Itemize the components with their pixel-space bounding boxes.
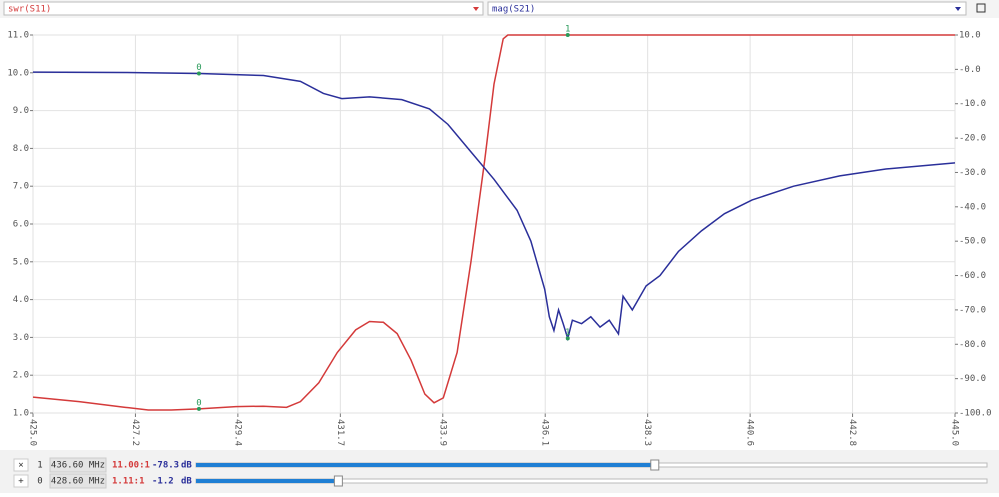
x-tick-label: 440.6 — [745, 419, 755, 446]
y2-tick-label: -20.0 — [959, 134, 986, 144]
trace-select[interactable] — [487, 1, 967, 16]
x-tick-label: 427.2 — [130, 419, 140, 446]
slider-fill — [196, 479, 339, 483]
marker-label: 1 — [565, 25, 570, 35]
marker-dot — [565, 336, 570, 341]
trace-select-label: swr(S11) — [8, 5, 51, 15]
marker-freq: 436.60 MHz — [51, 461, 105, 471]
marker-swr: 11.00:1 — [112, 461, 150, 471]
slider-handle[interactable] — [650, 459, 660, 471]
marker-unit: dB — [181, 461, 192, 471]
marker-freq-box[interactable] — [49, 473, 107, 489]
marker-mag: -78.3 — [152, 461, 179, 471]
x-tick-label: 431.7 — [335, 419, 345, 446]
y-tick-label: 3.0 — [13, 333, 29, 343]
x-tick-label: 445.0 — [950, 419, 960, 446]
dropdown-arrow — [955, 7, 961, 11]
marker-freq-box[interactable] — [49, 457, 107, 473]
marker-swr: 1.11:1 — [112, 477, 145, 487]
marker-label: 0 — [196, 398, 201, 408]
marker-label: 1 — [565, 328, 570, 338]
marker-unit: dB — [181, 477, 192, 487]
y-tick-label: 7.0 — [13, 182, 29, 192]
window-button[interactable] — [976, 3, 986, 13]
y2-tick-label: -90.0 — [959, 374, 986, 384]
marker-button-label: + — [18, 477, 24, 487]
x-tick-label: 429.4 — [232, 419, 242, 446]
x-tick-label: 438.3 — [642, 419, 652, 446]
marker-freq: 428.60 MHz — [51, 477, 105, 487]
y2-tick-label: -50.0 — [959, 237, 986, 247]
marker-index: 1 — [37, 461, 42, 471]
y2-tick-label: 10.0 — [959, 31, 981, 41]
x-tick-label: 436.1 — [540, 419, 550, 446]
y-tick-label: 4.0 — [13, 295, 29, 305]
marker-panel — [0, 450, 999, 493]
y2-tick-label: -70.0 — [959, 305, 986, 315]
marker-label: 0 — [196, 63, 201, 73]
slider-fill — [196, 463, 655, 467]
y2-tick-label: -60.0 — [959, 271, 986, 281]
x-tick-label: 442.8 — [847, 419, 857, 446]
y-tick-label: 10.0 — [7, 68, 29, 78]
trace-select[interactable] — [3, 1, 484, 16]
y-tick-label: 5.0 — [13, 257, 29, 267]
x-tick-label: 425.0 — [28, 419, 38, 446]
marker-mag: -1.2 — [152, 477, 174, 487]
trace-select-label: mag(S21) — [492, 5, 535, 15]
y2-tick-label: -10.0 — [959, 99, 986, 109]
marker-dot — [565, 33, 570, 37]
y2-tick-label: -30.0 — [959, 168, 986, 178]
slider-handle[interactable] — [333, 475, 343, 487]
marker-index: 0 — [37, 477, 42, 487]
marker-dot — [196, 406, 201, 411]
y-tick-label: 11.0 — [7, 31, 29, 41]
marker-button-label: × — [18, 461, 23, 471]
series-line — [32, 34, 955, 411]
y2-tick-label: -40.0 — [959, 202, 986, 212]
y-tick-label: 6.0 — [13, 220, 29, 230]
series-line — [32, 71, 956, 342]
y-tick-label: 9.0 — [13, 106, 29, 116]
marker-button[interactable] — [13, 458, 29, 472]
y-tick-label: 8.0 — [13, 144, 29, 154]
dropdown-arrow — [473, 7, 479, 11]
y2-tick-label: -80.0 — [959, 340, 986, 350]
y-tick-label: 1.0 — [13, 409, 29, 419]
y2-tick-label: -0.0 — [959, 65, 981, 75]
marker-button[interactable] — [13, 474, 29, 488]
marker-dot — [196, 71, 201, 76]
x-tick-label: 433.9 — [437, 419, 447, 446]
y-tick-label: 2.0 — [13, 371, 29, 381]
y2-tick-label: -100.0 — [959, 409, 992, 419]
